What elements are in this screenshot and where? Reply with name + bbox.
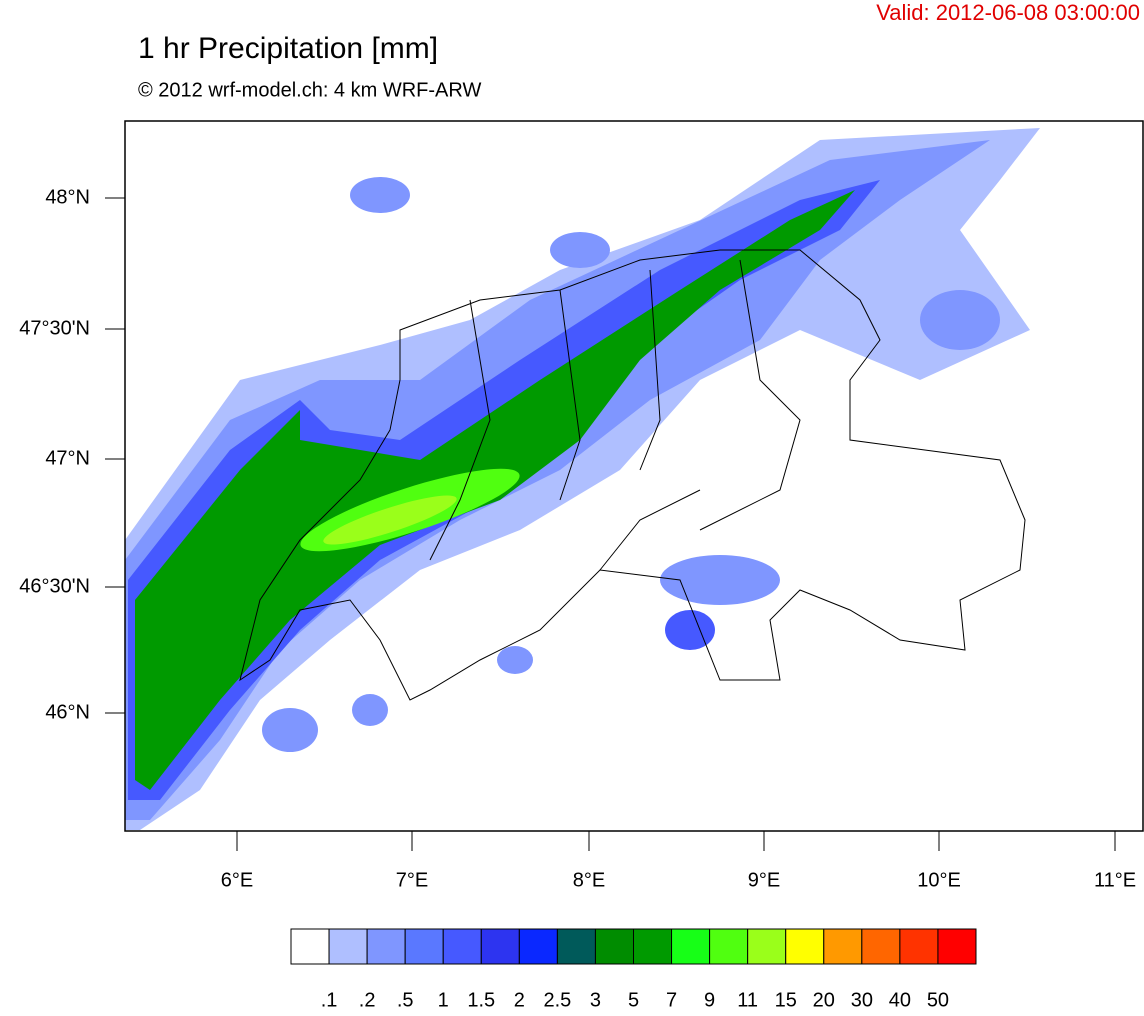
colorbar-box [823,928,863,965]
lon-label: 6°E [221,869,253,891]
lat-label: 47°N [45,447,90,469]
lon-label: 11°E [1094,869,1136,891]
colorbar-label: 1.5 [467,989,495,1011]
colorbar-box [404,928,444,965]
subtitle: © 2012 wrf-model.ch: 4 km WRF-ARW [138,79,481,101]
colorbar-box [709,928,749,965]
colorbar-box [328,928,368,965]
colorbar-label: 7 [666,989,677,1011]
colorbar-box [480,928,520,965]
colorbar-box [899,928,939,965]
colorbar-box [671,928,711,965]
valid-time: Valid: 2012-06-08 03:00:00 [876,0,1140,25]
colorbar-box [633,928,673,965]
lon-label: 8°E [573,869,605,891]
colorbar-box [290,928,330,965]
colorbar-box [747,928,787,965]
colorbar-label: .2 [359,989,376,1011]
lat-label: 48°N [45,186,90,208]
map-frame [124,120,1144,832]
lat-label: 47°30'N [19,317,90,339]
lat-label: 46°30'N [19,575,90,597]
colorbar-label: 20 [813,989,835,1011]
colorbar-box [594,928,635,965]
colorbar-box [556,928,596,965]
colorbar-label: 50 [927,989,949,1011]
colorbar-label: 3 [590,989,601,1011]
colorbar-label: .5 [397,989,414,1011]
colorbar-label: 15 [775,989,797,1011]
colorbar-box [442,928,482,965]
colorbar-label: 9 [704,989,715,1011]
lat-label: 46°N [45,701,90,723]
colorbar-label: 1 [438,989,449,1011]
colorbar-box [785,928,825,965]
lon-label: 9°E [748,869,780,891]
lon-label: 7°E [396,869,428,891]
colorbar-label: .1 [321,989,338,1011]
precip-field [125,128,1040,830]
colorbar-label: 11 [737,989,758,1011]
colorbar-box [937,928,977,965]
colorbar-label: 40 [889,989,911,1011]
colorbar-label: 30 [851,989,873,1011]
colorbar-label: 2 [514,989,525,1011]
colorbar-box [518,928,558,965]
colorbar-box [861,928,901,965]
colorbar-box [366,928,406,965]
colorbar-label: 5 [628,989,639,1011]
colorbar-label: 2.5 [543,989,571,1011]
lon-label: 10°E [917,869,961,891]
title: 1 hr Precipitation [mm] [138,32,438,65]
borders [239,249,1026,701]
